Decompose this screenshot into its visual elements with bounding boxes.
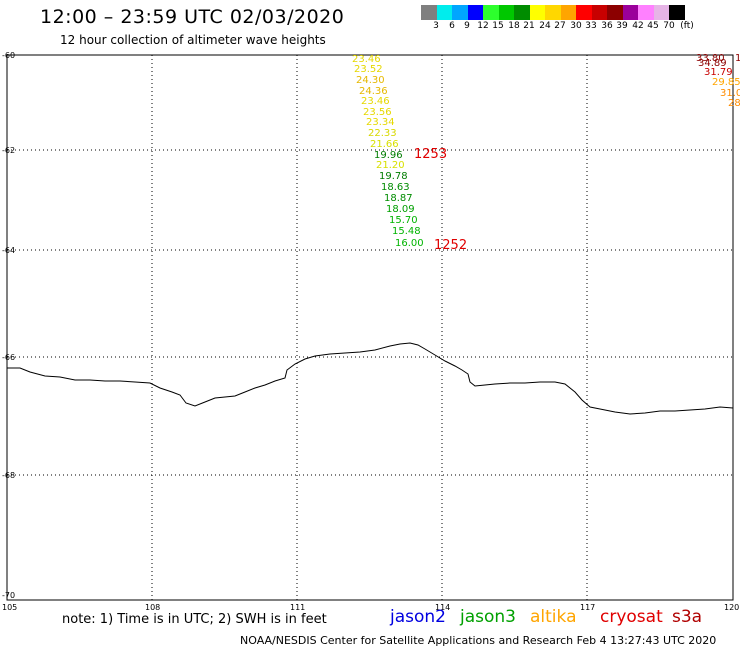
scale-label: 15 [492, 21, 504, 31]
scale-label: (ft) [680, 21, 694, 31]
wave-height-label[interactable]: 15.70 [389, 215, 418, 226]
wave-height-label[interactable]: 34.89 [698, 58, 727, 69]
graticule [7, 55, 733, 600]
wave-height-label[interactable]: 33.80 [696, 53, 725, 64]
color-swatch [591, 5, 607, 20]
latitude-label: -66 [2, 353, 16, 362]
color-swatch [467, 5, 483, 20]
color-swatch [638, 5, 654, 20]
wave-height-label[interactable]: 23.52 [354, 64, 383, 75]
wave-height-label[interactable]: 21.66 [370, 139, 399, 150]
scale-label: 21 [523, 21, 535, 31]
wave-height-label[interactable]: 16.00 [395, 238, 424, 249]
wave-height-label[interactable]: 15.48 [392, 226, 421, 237]
map-frame [6, 54, 734, 601]
wave-height-label[interactable]: 31.0 [720, 88, 740, 99]
color-swatch [436, 5, 452, 20]
latitude-label: -64 [2, 246, 16, 255]
pass-time-label: 1253 [414, 147, 448, 162]
wave-height-label[interactable]: 29.85 [712, 77, 740, 88]
legend-cryosat: cryosat [600, 607, 663, 627]
map-title: 12:00 – 23:59 UTC 02/03/2020 [40, 6, 345, 28]
wave-height-label[interactable]: 1 [735, 53, 740, 64]
legend-jason3: jason3 [460, 607, 516, 627]
wave-height-label[interactable]: 18.63 [381, 182, 410, 193]
longitude-label: 117 [580, 603, 596, 612]
wave-height-label[interactable]: 23.56 [363, 107, 392, 118]
units-note: note: 1) Time is in UTC; 2) SWH is in fe… [62, 612, 327, 627]
wave-height-label[interactable]: 18.87 [384, 193, 413, 204]
scale-label: 33 [585, 21, 597, 31]
latitude-label: -68 [2, 471, 16, 480]
scale-label: 24 [539, 21, 551, 31]
wave-height-label[interactable]: 23.34 [366, 117, 395, 128]
scale-label: 30 [570, 21, 582, 31]
wave-height-label[interactable]: 23.46 [352, 54, 381, 65]
wave-height-label[interactable]: 28 [728, 98, 740, 109]
scale-label: 70 [663, 21, 675, 31]
color-swatch [545, 5, 561, 20]
scale-label: 18 [508, 21, 520, 31]
scale-label: 36 [601, 21, 613, 31]
color-swatch [529, 5, 545, 20]
scale-label: 9 [464, 21, 470, 31]
color-swatch [452, 5, 468, 20]
wave-height-label[interactable]: 19.96 [374, 150, 403, 161]
longitude-label: 111 [290, 603, 306, 612]
wave-height-label[interactable]: 23.46 [361, 96, 390, 107]
scale-label: 39 [616, 21, 628, 31]
color-swatch [622, 5, 638, 20]
color-swatch [483, 5, 499, 20]
antarctic-coastline [7, 342, 734, 415]
color-swatch [576, 5, 592, 20]
credit-line: NOAA/NESDIS Center for Satellite Applica… [240, 634, 717, 647]
wave-height-label[interactable]: 24.30 [356, 75, 385, 86]
color-swatch [421, 5, 437, 20]
legend-s3a: s3a [672, 607, 703, 627]
scale-label: 3 [433, 21, 439, 31]
longitude-label: 108 [145, 603, 161, 612]
legend-jason2: jason2 [390, 607, 446, 627]
color-swatch [514, 5, 530, 20]
wave-height-label[interactable]: 31.79 [704, 67, 733, 78]
scale-label: 27 [554, 21, 566, 31]
scale-label: 42 [632, 21, 644, 31]
color-scale-bar [421, 5, 685, 20]
color-swatch [607, 5, 623, 20]
scale-label: 45 [647, 21, 659, 31]
latitude-label: -70 [2, 591, 16, 600]
color-swatch [669, 5, 685, 20]
scale-label: 12 [477, 21, 489, 31]
latitude-label: -62 [2, 146, 16, 155]
longitude-label: 114 [435, 603, 451, 612]
wave-height-label[interactable]: 19.78 [379, 171, 408, 182]
scale-label: 6 [449, 21, 455, 31]
color-swatch [560, 5, 576, 20]
wave-height-label[interactable]: 21.20 [376, 160, 405, 171]
longitude-label: 120 [724, 603, 740, 612]
pass-time-label: 1252 [434, 238, 468, 253]
map-subtitle: 12 hour collection of altimeter wave hei… [60, 33, 326, 47]
color-swatch [653, 5, 669, 20]
longitude-label: 105 [2, 603, 18, 612]
wave-height-label[interactable]: 18.09 [386, 204, 415, 215]
latitude-label: -60 [2, 51, 16, 60]
wave-height-label[interactable]: 24.36 [359, 86, 388, 97]
wave-height-label[interactable]: 22.33 [368, 128, 397, 139]
color-swatch [498, 5, 514, 20]
legend-altika: altika [530, 607, 577, 627]
